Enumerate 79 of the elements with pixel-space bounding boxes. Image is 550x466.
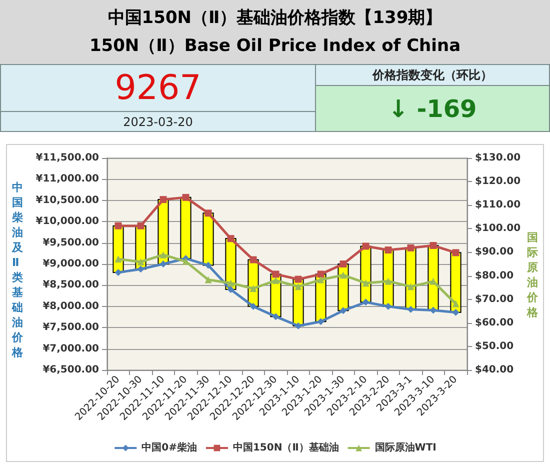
point <box>227 235 234 242</box>
point <box>362 298 370 306</box>
point <box>384 278 392 285</box>
y-tick-label: ¥7,500.00 <box>42 322 100 334</box>
y-tick-label: ¥10,500.00 <box>36 194 100 206</box>
point <box>272 313 280 320</box>
point <box>407 306 414 313</box>
point <box>160 260 167 268</box>
point <box>340 307 347 314</box>
point <box>114 222 122 230</box>
y2-tick-label: $110.00 <box>475 200 521 211</box>
point <box>452 308 460 316</box>
point <box>137 258 144 266</box>
legend-label: 中国0#柴油 <box>142 442 197 454</box>
point <box>272 276 280 284</box>
y-tick-label: ¥9,500.00 <box>42 237 100 248</box>
point <box>317 270 324 278</box>
point <box>294 322 302 330</box>
y2-tick-label: $130.00 <box>475 152 521 164</box>
point <box>204 276 212 284</box>
point <box>250 302 257 310</box>
point <box>452 300 460 308</box>
chart-title: 中国150N（Ⅱ）基础油价格指数【139期】 <box>106 7 444 30</box>
y-tick-label: ¥11,500.00 <box>36 152 100 164</box>
y2-tick-label: $100.00 <box>475 223 521 234</box>
point <box>362 242 370 250</box>
point <box>227 280 234 287</box>
bar <box>180 196 192 259</box>
text: 价格指数变化（环比） <box>315 64 550 86</box>
y-tick-label: ¥6,500.00 <box>42 364 100 376</box>
point <box>430 242 437 250</box>
point <box>182 194 190 201</box>
point <box>160 251 167 258</box>
y2-tick-label: $50.00 <box>475 340 514 352</box>
point <box>137 266 144 273</box>
point <box>384 246 392 254</box>
point <box>452 249 460 256</box>
point <box>407 283 414 290</box>
legend-label: 中国150N（Ⅱ）基础油 <box>232 442 339 454</box>
y2-tick-label: $40.00 <box>475 364 514 376</box>
point <box>340 272 347 279</box>
point <box>160 196 167 204</box>
text: 中国柴油及Ⅱ类基础油价格 <box>12 181 23 359</box>
point <box>362 280 370 287</box>
text: 9267 <box>0 64 316 112</box>
point <box>137 222 144 230</box>
point <box>294 283 302 290</box>
point <box>114 256 122 263</box>
point <box>294 276 302 283</box>
point <box>204 210 212 217</box>
point <box>384 302 392 310</box>
y2-tick-label: $90.00 <box>475 246 514 258</box>
point <box>317 318 324 326</box>
y-tick-label: ¥7,000.00 <box>42 343 100 354</box>
point <box>204 262 212 269</box>
text: 2023-03-20 <box>0 111 316 132</box>
point <box>317 276 324 284</box>
point <box>250 256 257 264</box>
point <box>227 286 234 293</box>
y-tick-label: ¥11,000.00 <box>36 174 100 185</box>
point <box>272 270 280 278</box>
text: ↓ -169 <box>315 85 550 132</box>
y2-tick-label: $60.00 <box>475 317 514 328</box>
point <box>407 244 414 252</box>
point <box>340 260 347 268</box>
y2-tick-label: $70.00 <box>475 294 514 305</box>
y-tick-label: ¥8,500.00 <box>42 280 100 291</box>
point <box>430 306 437 314</box>
legend-label: 国际原油WTI <box>374 442 436 454</box>
y2-axis-title: 国际原油价格 <box>526 231 539 319</box>
y-tick-label: ¥9,000.00 <box>42 258 100 270</box>
point <box>250 285 257 292</box>
y2-tick-label: $80.00 <box>475 270 514 282</box>
bar <box>202 212 214 266</box>
point <box>114 268 122 276</box>
y-tick-label: ¥8,000.00 <box>42 300 100 312</box>
y2-tick-label: $120.00 <box>475 176 521 188</box>
chart-subtitle: 150N（Ⅱ）Base Oil Price Index of China <box>88 35 462 58</box>
y-tick-label: ¥10,000.00 <box>36 216 100 228</box>
